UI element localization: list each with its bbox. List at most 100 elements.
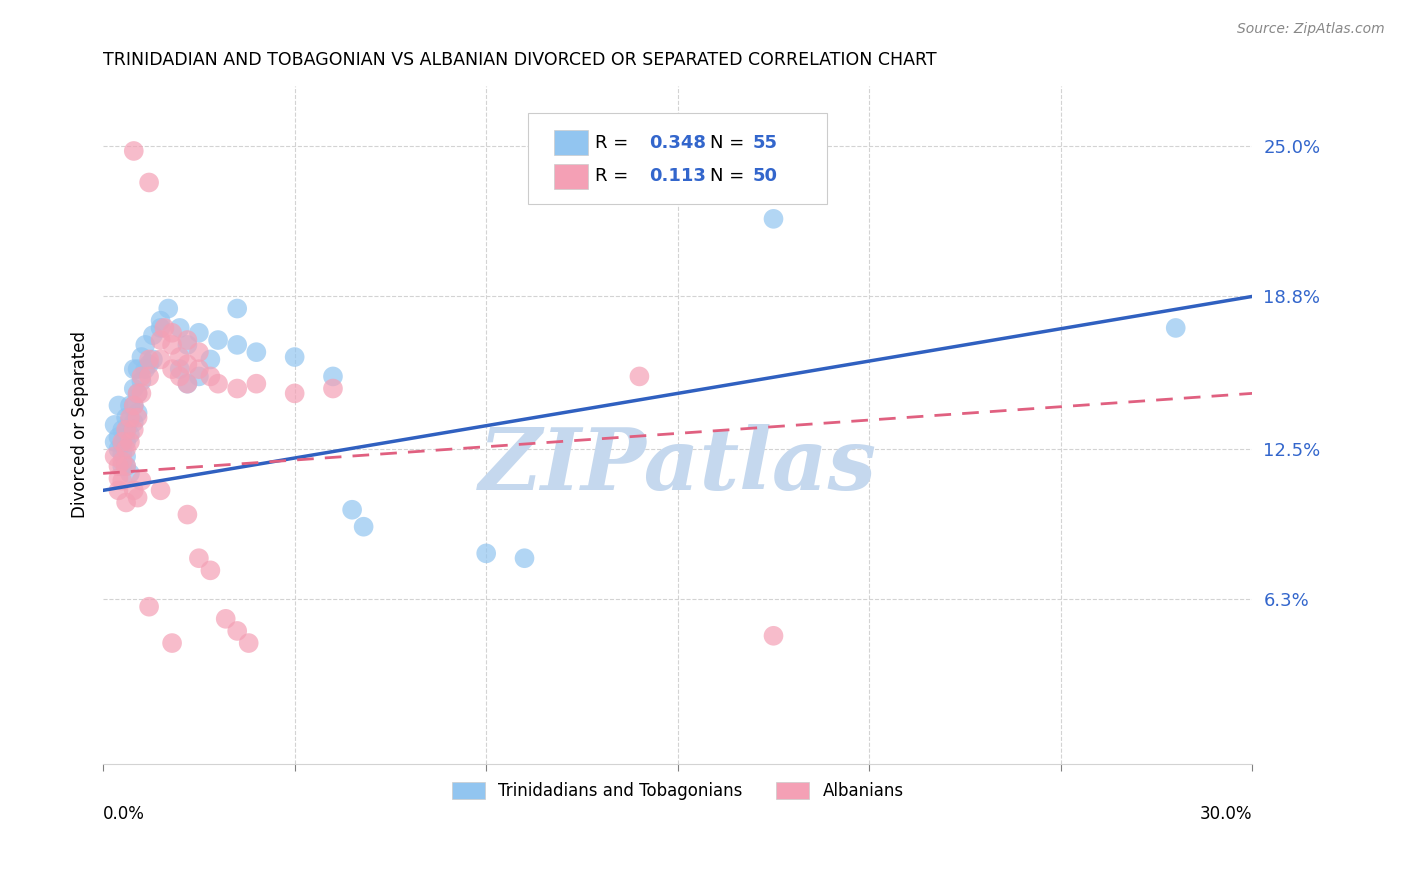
Text: N =: N =: [710, 134, 749, 152]
Point: [187, 362, 209, 376]
Point: [111, 447, 134, 461]
Point: [118, 434, 141, 449]
Point: [475, 546, 498, 560]
Point: [160, 362, 183, 376]
Text: Source: ZipAtlas.com: Source: ZipAtlas.com: [1237, 22, 1385, 37]
Point: [160, 636, 183, 650]
Point: [118, 410, 141, 425]
Point: [322, 382, 344, 396]
Point: [187, 369, 209, 384]
Bar: [554, 163, 588, 189]
Point: [122, 362, 145, 376]
Point: [104, 417, 127, 432]
Point: [127, 410, 149, 425]
Point: [176, 357, 198, 371]
Point: [111, 423, 134, 437]
Point: [513, 551, 536, 566]
Point: [142, 328, 165, 343]
Legend: Trinidadians and Tobagonians, Albanians: Trinidadians and Tobagonians, Albanians: [444, 775, 911, 807]
Point: [115, 410, 138, 425]
Point: [104, 434, 127, 449]
Point: [131, 350, 153, 364]
Point: [149, 313, 172, 327]
Point: [138, 369, 160, 384]
Point: [131, 386, 153, 401]
Point: [215, 612, 238, 626]
Point: [176, 376, 198, 391]
Point: [115, 442, 138, 457]
Text: 50: 50: [752, 168, 778, 186]
Point: [207, 376, 229, 391]
Point: [115, 459, 138, 474]
Point: [115, 459, 138, 474]
Point: [122, 483, 145, 498]
Point: [107, 483, 129, 498]
Point: [176, 333, 198, 347]
Point: [226, 338, 249, 352]
Point: [1164, 321, 1187, 335]
Point: [169, 321, 191, 335]
Point: [127, 406, 149, 420]
Point: [200, 369, 222, 384]
Point: [127, 362, 149, 376]
Point: [134, 338, 156, 352]
Text: 55: 55: [752, 134, 778, 152]
Point: [115, 450, 138, 464]
Point: [149, 352, 172, 367]
Point: [138, 352, 160, 367]
Point: [322, 369, 344, 384]
Point: [127, 386, 149, 401]
Point: [149, 483, 172, 498]
Point: [107, 430, 129, 444]
Point: [134, 362, 156, 376]
Text: R =: R =: [595, 168, 640, 186]
Text: TRINIDADIAN AND TOBAGONIAN VS ALBANIAN DIVORCED OR SEPARATED CORRELATION CHART: TRINIDADIAN AND TOBAGONIAN VS ALBANIAN D…: [103, 51, 936, 69]
Point: [187, 326, 209, 340]
Point: [118, 399, 141, 413]
Point: [153, 321, 176, 335]
Point: [118, 427, 141, 442]
Point: [353, 519, 375, 533]
Point: [226, 624, 249, 638]
Text: ZIPatlas: ZIPatlas: [478, 424, 877, 508]
Point: [115, 423, 138, 437]
Text: N =: N =: [710, 168, 749, 186]
Point: [138, 599, 160, 614]
Point: [111, 434, 134, 449]
Point: [131, 374, 153, 388]
Point: [111, 437, 134, 451]
Point: [138, 357, 160, 371]
Point: [115, 495, 138, 509]
Point: [122, 399, 145, 413]
Point: [160, 338, 183, 352]
Point: [169, 350, 191, 364]
Y-axis label: Divorced or Separated: Divorced or Separated: [72, 332, 89, 518]
Point: [187, 345, 209, 359]
Text: 0.348: 0.348: [650, 134, 706, 152]
Text: 0.113: 0.113: [650, 168, 706, 186]
Point: [628, 369, 651, 384]
Text: 0.0%: 0.0%: [103, 805, 145, 823]
Point: [176, 508, 198, 522]
Point: [115, 425, 138, 439]
Point: [149, 321, 172, 335]
Point: [142, 352, 165, 367]
Point: [226, 382, 249, 396]
Bar: [554, 129, 588, 155]
Point: [107, 442, 129, 457]
Point: [200, 563, 222, 577]
Point: [284, 386, 307, 401]
Point: [122, 416, 145, 430]
Point: [245, 345, 267, 359]
Point: [127, 386, 149, 401]
Text: R =: R =: [595, 134, 634, 152]
Point: [118, 467, 141, 481]
Point: [111, 459, 134, 474]
Point: [122, 144, 145, 158]
Point: [122, 399, 145, 413]
Point: [200, 352, 222, 367]
Point: [118, 413, 141, 427]
Point: [176, 338, 198, 352]
Point: [187, 551, 209, 566]
Point: [169, 362, 191, 376]
